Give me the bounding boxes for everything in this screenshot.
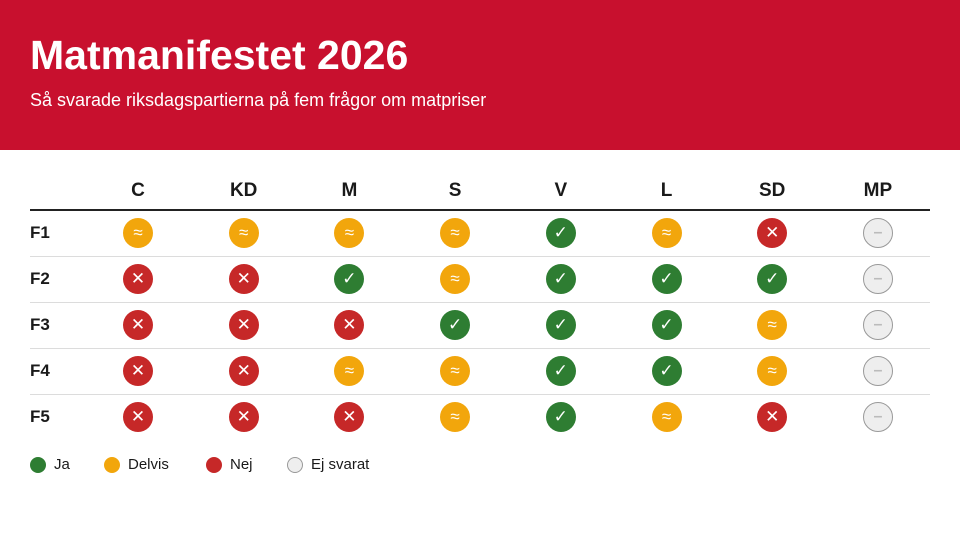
row-label: F2	[30, 269, 50, 288]
table-row-f5: F5 ✕ ✕ ✕ ≈ ✓ ≈ ✕ –	[30, 395, 930, 440]
page-title: Matmanifestet 2026	[30, 32, 409, 78]
row-label: F3	[30, 315, 50, 334]
column-header-c: C	[131, 180, 145, 201]
cross-icon: ✕	[228, 264, 259, 294]
legend-label: Ja	[54, 456, 70, 473]
header-row: C KD M S V L SD MP	[30, 178, 930, 211]
dash-icon: –	[862, 264, 893, 294]
check-icon: ✓	[545, 264, 576, 294]
check-icon: ✓	[440, 310, 471, 340]
table-row-f4: F4 ✕ ✕ ≈ ≈ ✓ ✓ ≈ –	[30, 349, 930, 395]
check-icon: ✓	[545, 218, 576, 248]
cross-icon: ✕	[123, 264, 153, 294]
page-subtitle: Så svarade riksdagspartierna på fem fråg…	[30, 90, 487, 110]
row-label: F1	[30, 223, 50, 242]
table-row-f3: F3 ✕ ✕ ✕ ✓ ✓ ✓ ≈ –	[30, 303, 930, 349]
cross-icon: ✕	[123, 356, 153, 386]
legend-label: Delvis	[128, 456, 169, 473]
column-header-kd: KD	[229, 180, 258, 201]
table-row-f1: F1 ≈ ≈ ≈ ≈ ✓ ≈ ✕ –	[30, 211, 930, 257]
answer-table: C KD M S V L SD MP F1 ≈ ≈ ≈ ≈ ✓ ≈ ✕ – F2 ✕ ✕ ✓ ≈ ✓ ✓ ✓ – F3 ✕ ✕ ✕ ✓ ✓ ✓ ≈…	[30, 178, 930, 440]
header-banner: Matmanifestet 2026 Så svarade riksdagspa…	[0, 0, 960, 150]
check-icon: ✓	[334, 264, 365, 294]
check-icon: ✓	[651, 310, 682, 340]
check-icon: ✓	[545, 356, 576, 386]
cross-icon: ✕	[228, 356, 259, 386]
legend-label: Ej svarat	[311, 456, 370, 473]
column-header-v: V	[554, 180, 568, 201]
column-header-m: M	[341, 180, 358, 201]
cross-icon: ✕	[228, 310, 259, 340]
check-icon: ✓	[651, 264, 682, 294]
approx-icon: ≈	[757, 356, 788, 386]
approx-icon: ≈	[334, 356, 365, 386]
dash-icon: –	[862, 356, 893, 386]
check-icon: ✓	[545, 402, 576, 432]
check-icon: ✓	[757, 264, 788, 294]
approx-icon: ≈	[757, 310, 788, 340]
approx-icon: ≈	[440, 402, 471, 432]
dash-icon: –	[862, 310, 893, 340]
check-icon: ✓	[545, 310, 576, 340]
approx-icon: ≈	[440, 218, 471, 248]
cross-icon: ✕	[123, 310, 153, 340]
dash-icon: –	[862, 402, 893, 432]
legend-swatch-yes	[30, 457, 46, 473]
row-label: F5	[30, 407, 50, 426]
approx-icon: ≈	[440, 264, 471, 294]
table-row-f2: F2 ✕ ✕ ✓ ≈ ✓ ✓ ✓ –	[30, 257, 930, 303]
approx-icon: ≈	[651, 218, 682, 248]
column-header-mp: MP	[863, 180, 893, 201]
approx-icon: ≈	[123, 218, 153, 248]
legend-swatch-na	[287, 457, 303, 473]
dash-icon: –	[862, 218, 893, 248]
cross-icon: ✕	[334, 310, 365, 340]
column-header-sd: SD	[758, 180, 786, 201]
legend-swatch-no	[206, 457, 222, 473]
approx-icon: ≈	[440, 356, 471, 386]
legend-swatch-partial	[104, 457, 120, 473]
approx-icon: ≈	[651, 402, 682, 432]
check-icon: ✓	[651, 356, 682, 386]
cross-icon: ✕	[334, 402, 365, 432]
cross-icon: ✕	[757, 218, 788, 248]
row-label: F4	[30, 361, 50, 380]
cross-icon: ✕	[123, 402, 153, 432]
legend-label: Nej	[230, 456, 253, 473]
column-header-l: L	[660, 180, 673, 201]
approx-icon: ≈	[334, 218, 365, 248]
cross-icon: ✕	[228, 402, 259, 432]
approx-icon: ≈	[228, 218, 259, 248]
column-header-s: S	[448, 180, 462, 201]
cross-icon: ✕	[757, 402, 788, 432]
